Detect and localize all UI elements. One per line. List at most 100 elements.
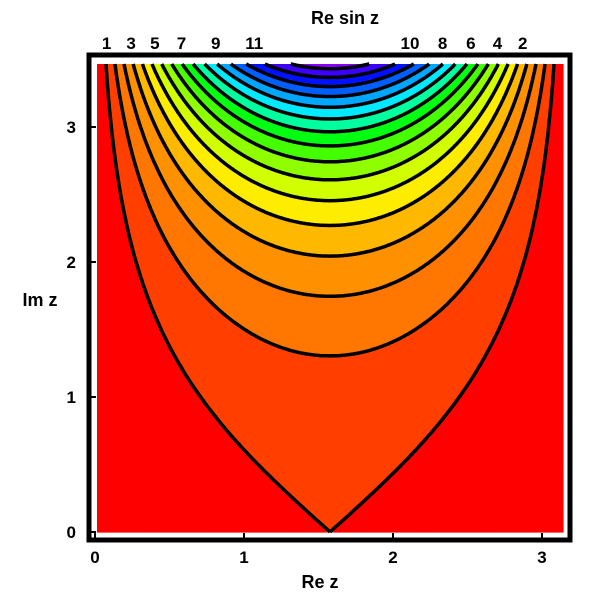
contour-fill-cell [415, 192, 420, 198]
contour-fill-cell [182, 192, 187, 198]
contour-fill-cell [263, 149, 269, 155]
contour-fill-cell [427, 87, 432, 92]
contour-fill-cell [462, 208, 467, 213]
contour-fill-cell [131, 126, 137, 131]
contour-fill-cell [104, 161, 110, 166]
contour-fill-cell [341, 153, 347, 159]
contour-fill-cell [415, 181, 420, 186]
contour-fill-cell [380, 192, 385, 198]
contour-fill-cell [236, 212, 242, 217]
contour-fill-cell [403, 149, 409, 155]
contour-fill-cell [446, 188, 451, 194]
contour-fill-cell [559, 169, 564, 174]
contour-fill-cell [376, 220, 382, 225]
contour-fill-cell [283, 91, 288, 96]
contour-fill-cell [295, 99, 300, 104]
contour-fill-cell [248, 142, 253, 147]
contour-fill-layer [97, 64, 564, 533]
contour-fill-cell [163, 165, 168, 170]
contour-fill-cell [159, 142, 164, 147]
contour-fill-cell [209, 184, 215, 190]
contour-fill-cell [143, 149, 149, 155]
contour-fill-cell [442, 204, 448, 209]
contour-fill-cell [244, 188, 250, 194]
contour-fill-cell [337, 184, 343, 190]
contour-fill-cell [275, 118, 281, 124]
contour-fill-cell [225, 91, 230, 96]
contour-fill-cell [116, 157, 121, 163]
contour-fill-cell [225, 114, 230, 120]
contour-fill-cell [155, 122, 160, 127]
contour-fill-cell [516, 145, 521, 151]
contour-fill-cell [112, 99, 118, 104]
contour-fill-cell [415, 87, 420, 92]
contour-fill-cell [159, 165, 164, 170]
contour-fill-cell [384, 165, 389, 170]
contour-fill-cell [462, 130, 467, 135]
contour-fill-cell [209, 64, 215, 69]
contour-fill-cell [446, 142, 451, 147]
contour-fill-cell [225, 208, 230, 213]
contour-fill-cell [295, 153, 300, 159]
contour-fill-cell [287, 181, 292, 186]
contour-fill-cell [496, 71, 502, 77]
contour-fill-cell [520, 177, 525, 182]
contour-fill-cell [372, 64, 378, 69]
contour-fill-cell [283, 103, 288, 108]
contour-fill-cell [423, 149, 428, 155]
contour-fill-cell [275, 126, 281, 131]
contour-fill-cell [341, 99, 347, 104]
contour-fill-cell [485, 118, 490, 124]
contour-fill-cell [322, 169, 327, 174]
contour-fill-cell [120, 216, 125, 221]
contour-fill-cell [100, 83, 106, 88]
contour-fill-cell [403, 165, 409, 170]
contour-fill-cell [120, 157, 125, 163]
contour-fill-cell [326, 110, 331, 116]
contour-fill-cell [462, 196, 467, 202]
contour-fill-cell [520, 134, 525, 139]
contour-fill-cell [244, 204, 250, 209]
contour-fill-cell [128, 223, 133, 229]
contour-fill-cell [508, 184, 514, 190]
contour-fill-cell [524, 122, 529, 127]
contour-fill-cell [380, 157, 385, 163]
contour-fill-cell [244, 134, 250, 139]
contour-fill-cell [555, 161, 560, 166]
contour-fill-cell [508, 95, 514, 100]
contour-fill-cell [462, 181, 467, 186]
contour-fill-cell [194, 216, 199, 221]
contour-fill-cell [477, 106, 483, 112]
contour-fill-cell [504, 130, 510, 135]
contour-fill-cell [170, 95, 176, 100]
contour-fill-cell [337, 110, 343, 116]
contour-fill-cell [201, 99, 207, 104]
contour-fill-cell [248, 118, 253, 124]
contour-fill-cell [493, 165, 498, 170]
contour-fill-cell [295, 169, 300, 174]
contour-fill-cell [225, 138, 230, 143]
contour-fill-cell [178, 220, 184, 225]
contour-fill-cell [112, 200, 118, 205]
contour-fill-cell [306, 200, 312, 205]
contour-fill-cell [170, 184, 176, 190]
contour-fill-cell [380, 91, 385, 96]
contour-fill-cell [407, 134, 413, 139]
contour-fill-cell [508, 192, 514, 198]
contour-fill-cell [263, 87, 269, 92]
contour-fill-cell [326, 149, 331, 155]
contour-fill-cell [458, 177, 463, 182]
contour-fill-cell [454, 67, 459, 73]
contour-fill-cell [201, 130, 207, 135]
contour-fill-cell [302, 223, 308, 229]
contour-fill-cell [528, 177, 533, 182]
contour-fill-cell [496, 220, 502, 225]
contour-fill-cell [531, 169, 537, 174]
contour-fill-cell [298, 99, 304, 104]
contour-fill-cell [217, 95, 222, 100]
contour-fill-cell [128, 134, 133, 139]
contour-fill-cell [217, 169, 222, 174]
contour-fill-cell [520, 196, 525, 202]
contour-fill-cell [139, 200, 145, 205]
contour-fill-cell [131, 184, 137, 190]
